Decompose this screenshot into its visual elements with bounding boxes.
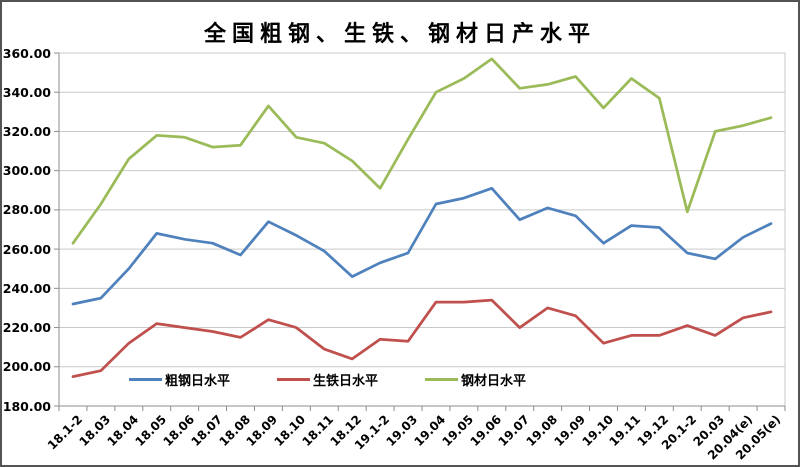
y-axis-label: 320.00 [2, 123, 51, 139]
y-axis-label: 280.00 [2, 202, 51, 218]
y-axis-label: 340.00 [2, 84, 51, 100]
legend-swatch [129, 378, 162, 381]
y-axis-label: 300.00 [2, 163, 51, 179]
y-axis-label: 360.00 [2, 45, 51, 61]
legend-label: 生铁日水平 [313, 374, 379, 389]
legend-item-1: 生铁日水平 [277, 370, 425, 389]
series-line-2 [71, 57, 773, 245]
legend-swatch [277, 378, 310, 381]
legend-swatch [425, 378, 458, 381]
y-axis-label: 180.00 [2, 398, 51, 414]
series-line-0 [71, 186, 773, 306]
chart-title: 全国粗钢、生铁、钢材日产水平 [203, 22, 596, 47]
legend: 粗钢日水平 生铁日水平 钢材日水平 [129, 370, 573, 389]
legend-item-0: 粗钢日水平 [129, 370, 277, 389]
legend-label: 粗钢日水平 [165, 374, 231, 389]
y-axis-label: 240.00 [2, 280, 51, 296]
y-axis-label: 260.00 [2, 241, 51, 257]
y-axis-label: 220.00 [2, 320, 51, 336]
y-axis-label: 200.00 [2, 359, 51, 375]
legend-item-2: 钢材日水平 [425, 370, 573, 389]
series-line-1 [71, 298, 773, 378]
legend-label: 钢材日水平 [461, 374, 527, 389]
